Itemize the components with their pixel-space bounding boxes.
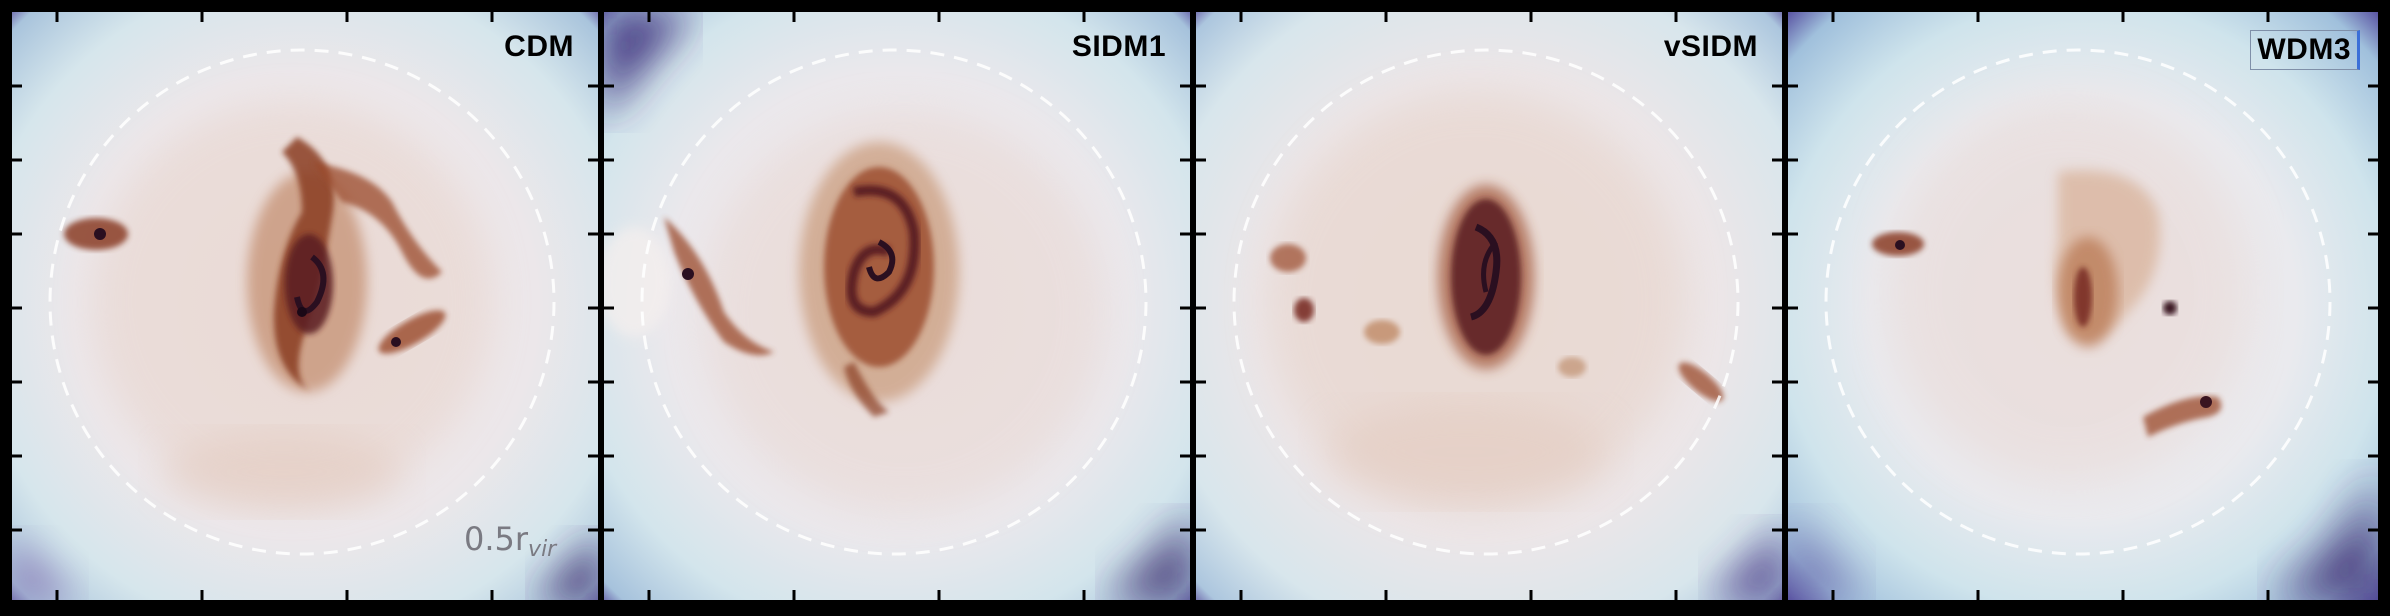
- virial-radius-label: 0.5rvir: [464, 520, 556, 562]
- virial-radius-base: 0.5r: [464, 520, 529, 558]
- wdm3-density-map: [1788, 12, 2378, 600]
- vsidm-stream: [1678, 362, 1724, 402]
- wdm3-virial-circle: [1824, 48, 2332, 556]
- cdm-virial-circle: [48, 48, 556, 556]
- cdm-density-map: [12, 12, 598, 600]
- wdm3-stream: [2143, 396, 2222, 437]
- sidm1-virial-circle: [640, 48, 1148, 556]
- panel-wdm3: WDM3: [1788, 12, 2378, 600]
- panel-label-vsidm: vSIDM: [1663, 30, 1758, 63]
- panel-label-wdm3: WDM3: [2250, 30, 2360, 70]
- panel-vsidm: vSIDM: [1196, 12, 1782, 600]
- virial-radius-subscript: vir: [528, 537, 557, 562]
- vsidm-virial-circle: [1232, 48, 1740, 556]
- panel-label-cdm: CDM: [504, 30, 574, 63]
- panel-label-sidm1: SIDM1: [1071, 30, 1166, 63]
- wdm3-satellite: [2163, 301, 2177, 315]
- panel-cdm: CDM 0.5rvir: [12, 12, 598, 600]
- vsidm-density-map: [1196, 12, 1782, 600]
- sidm1-density-map: [604, 12, 1190, 600]
- sidm1-stream: [664, 217, 774, 356]
- sidm1-central-galaxy: [799, 142, 959, 417]
- cdm-central-galaxy: [247, 137, 442, 392]
- wdm3-central-galaxy: [2054, 170, 2160, 347]
- vsidm-central-galaxy: [1438, 185, 1534, 369]
- panel-sidm1: SIDM1: [604, 12, 1190, 600]
- vsidm-satellite: [1294, 298, 1314, 322]
